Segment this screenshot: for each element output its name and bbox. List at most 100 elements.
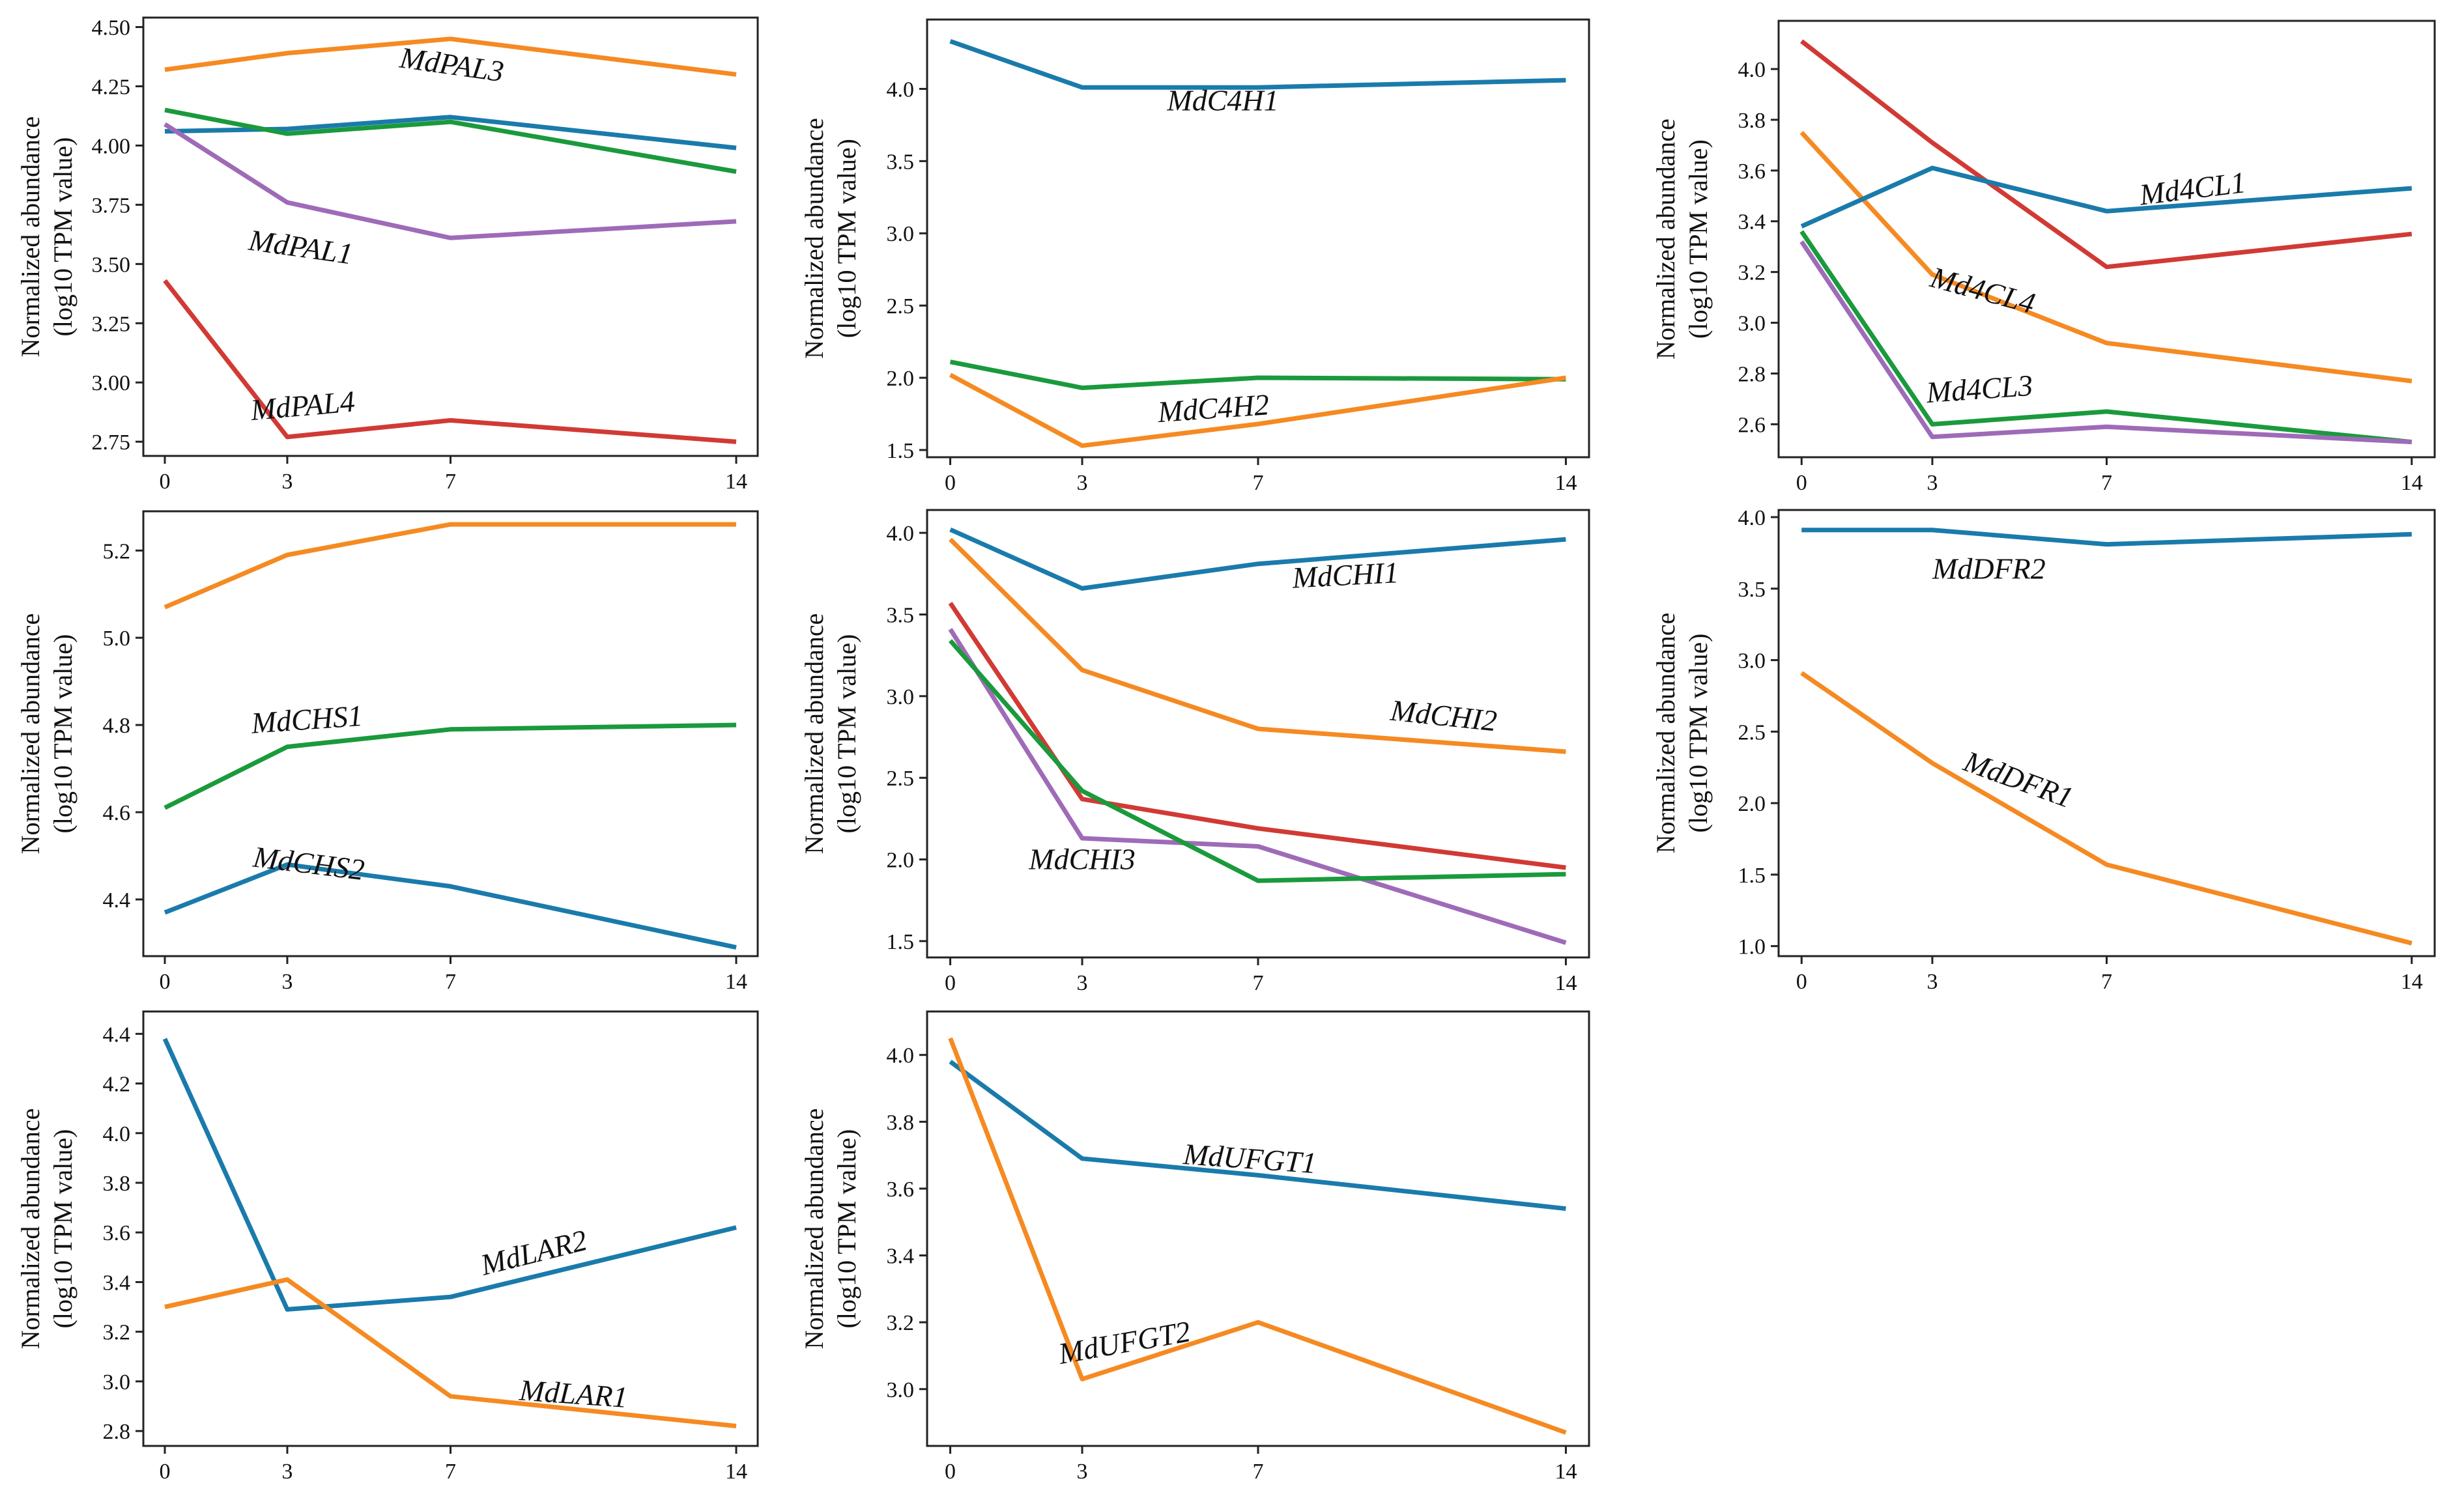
gene-label: MdPAL3 bbox=[397, 40, 506, 88]
x-tick-label: 7 bbox=[1253, 1460, 1264, 1484]
y-tick-label: 2.0 bbox=[887, 367, 915, 391]
plot-frame bbox=[142, 1010, 759, 1447]
gene-label: MdC4H2 bbox=[1156, 388, 1270, 429]
x-tick-label: 0 bbox=[945, 1460, 956, 1484]
y-tick-label: 2.8 bbox=[1738, 362, 1766, 386]
y-tick-label: 4.50 bbox=[92, 16, 131, 40]
chart-panel-4: 4.4 4.6 4.8 5.0 5.2 0 3 7 14 Normalized abundance… bbox=[16, 510, 759, 994]
series-line-mdufgt1 bbox=[949, 1060, 1566, 1211]
y-axis-unit-label: (log10 TPM value) bbox=[48, 1129, 78, 1329]
x-tick-label: 14 bbox=[1554, 1460, 1577, 1484]
gene-label: MdUFGT2 bbox=[1055, 1314, 1193, 1370]
series-line-mdlar2 bbox=[162, 1038, 737, 1312]
series-line-md4cl3 bbox=[1799, 230, 2413, 445]
y-tick-label: 3.0 bbox=[103, 1370, 131, 1394]
series-line-mdchs2 bbox=[164, 862, 737, 950]
x-tick-label: 7 bbox=[1253, 471, 1264, 495]
x-tick-label: 3 bbox=[281, 970, 293, 994]
y-tick-label: 3.0 bbox=[1738, 312, 1766, 336]
y-tick-label: 4.25 bbox=[92, 75, 131, 99]
y-tick-label: 3.25 bbox=[92, 312, 131, 336]
gene-label: MdUFGT1 bbox=[1182, 1137, 1318, 1180]
x-tick-label: 0 bbox=[1796, 970, 1807, 994]
x-tick-label: 0 bbox=[945, 471, 956, 495]
y-tick-label: 3.4 bbox=[1738, 210, 1766, 234]
y-tick-label: 3.00 bbox=[92, 371, 131, 395]
y-tick-label: 1.0 bbox=[1738, 935, 1766, 959]
y-axis-unit-label: (log10 TPM value) bbox=[1683, 139, 1713, 339]
y-tick-label: 2.5 bbox=[887, 294, 915, 318]
y-tick-label: 3.8 bbox=[1738, 109, 1766, 133]
x-tick-label: 7 bbox=[2101, 471, 2112, 495]
y-tick-label: 3.0 bbox=[1738, 649, 1766, 673]
chart-panel-8: 3.0 3.2 3.4 3.6 3.8 4.0 0 3 7 14 Normalized abunda… bbox=[799, 1010, 1590, 1484]
series-line-md4cl2 bbox=[1800, 39, 2413, 270]
y-axis-unit-label: (log10 TPM value) bbox=[832, 139, 861, 338]
series-line-mdchs1 bbox=[164, 722, 737, 810]
gene-label: MdPAL4 bbox=[249, 384, 356, 427]
gene-label: MdCHI3 bbox=[1028, 843, 1136, 876]
x-tick-label: 14 bbox=[2401, 471, 2423, 495]
y-tick-label: 1.5 bbox=[887, 439, 915, 463]
y-tick-label: 3.4 bbox=[103, 1271, 131, 1295]
x-tick-label: 3 bbox=[1927, 970, 1938, 994]
x-tick-label: 0 bbox=[160, 970, 171, 994]
y-tick-label: 1.5 bbox=[1738, 864, 1766, 888]
y-tick-label: 5.2 bbox=[103, 539, 131, 563]
series-line-mdchi1 bbox=[949, 527, 1566, 591]
x-tick-label: 7 bbox=[1253, 971, 1264, 995]
y-tick-label: 3.6 bbox=[1738, 160, 1766, 184]
y-tick-label: 4.00 bbox=[92, 134, 131, 158]
series-line-mdchi5 bbox=[948, 628, 1567, 945]
series-line-mdchs3 bbox=[164, 522, 736, 610]
x-tick-label: 7 bbox=[445, 470, 456, 494]
series-line-mdlar1 bbox=[164, 1277, 737, 1428]
gene-label: MdPAL1 bbox=[246, 223, 355, 271]
y-tick-label: 1.5 bbox=[887, 930, 915, 954]
x-tick-label: 14 bbox=[725, 1460, 747, 1484]
x-tick-label: 7 bbox=[445, 1460, 456, 1484]
plot-frame bbox=[1777, 509, 2436, 957]
y-tick-label: 4.2 bbox=[103, 1073, 131, 1097]
y-tick-label: 4.0 bbox=[887, 522, 915, 546]
series-line-mdpal2 bbox=[164, 115, 737, 150]
y-tick-label: 2.6 bbox=[1738, 413, 1766, 437]
series-line-md4cl1 bbox=[1800, 165, 2413, 229]
y-tick-label: 3.6 bbox=[887, 1178, 915, 1202]
series-line-mdchi4 bbox=[948, 601, 1566, 870]
x-tick-label: 0 bbox=[1796, 471, 1807, 495]
y-tick-label: 4.0 bbox=[103, 1122, 131, 1146]
plot-frame bbox=[1777, 20, 2436, 459]
y-tick-label: 2.5 bbox=[1738, 720, 1766, 744]
x-tick-label: 3 bbox=[1077, 1460, 1088, 1484]
y-tick-label: 3.4 bbox=[887, 1245, 915, 1269]
y-tick-label: 4.0 bbox=[1738, 506, 1766, 530]
y-tick-label: 3.75 bbox=[92, 193, 131, 218]
x-tick-label: 3 bbox=[1077, 471, 1088, 495]
y-tick-label: 4.6 bbox=[103, 801, 131, 825]
x-tick-label: 0 bbox=[945, 971, 956, 995]
y-tick-label: 3.2 bbox=[103, 1321, 131, 1345]
series-line-md4cl5 bbox=[1799, 240, 2412, 445]
series-line-md4cl4 bbox=[1799, 131, 2413, 384]
gene-label: MdLAR1 bbox=[518, 1373, 629, 1414]
y-tick-label: 3.5 bbox=[1738, 578, 1766, 602]
y-axis-label: Normalized abundance bbox=[16, 1109, 45, 1350]
chart-panel-3: 2.6 2.8 3.0 3.2 3.4 3.6 3.8 4.0 0 3 7 14 Normalized … bbox=[1651, 20, 2436, 495]
y-tick-label: 3.5 bbox=[887, 603, 915, 627]
y-tick-label: 4.4 bbox=[103, 888, 131, 912]
series-line-mdpal5 bbox=[164, 107, 737, 174]
y-tick-label: 2.75 bbox=[92, 431, 131, 455]
gene-label: MdDFR1 bbox=[1959, 744, 2078, 815]
y-axis-label: Normalized abundance bbox=[799, 614, 829, 855]
x-tick-label: 0 bbox=[160, 1460, 171, 1484]
series-line-mdufgt2 bbox=[948, 1037, 1567, 1435]
y-tick-label: 4.0 bbox=[887, 78, 915, 102]
chart-panel-6: 1.0 1.5 2.0 2.5 3.0 3.5 4.0 0 3 7 14 Normalized abu… bbox=[1651, 506, 2436, 994]
y-tick-label: 4.4 bbox=[103, 1023, 131, 1047]
x-tick-label: 3 bbox=[1927, 471, 1938, 495]
y-tick-label: 3.8 bbox=[103, 1172, 131, 1196]
gene-label: Md4CL3 bbox=[1925, 369, 2034, 409]
gene-label: MdC4H1 bbox=[1166, 84, 1278, 117]
